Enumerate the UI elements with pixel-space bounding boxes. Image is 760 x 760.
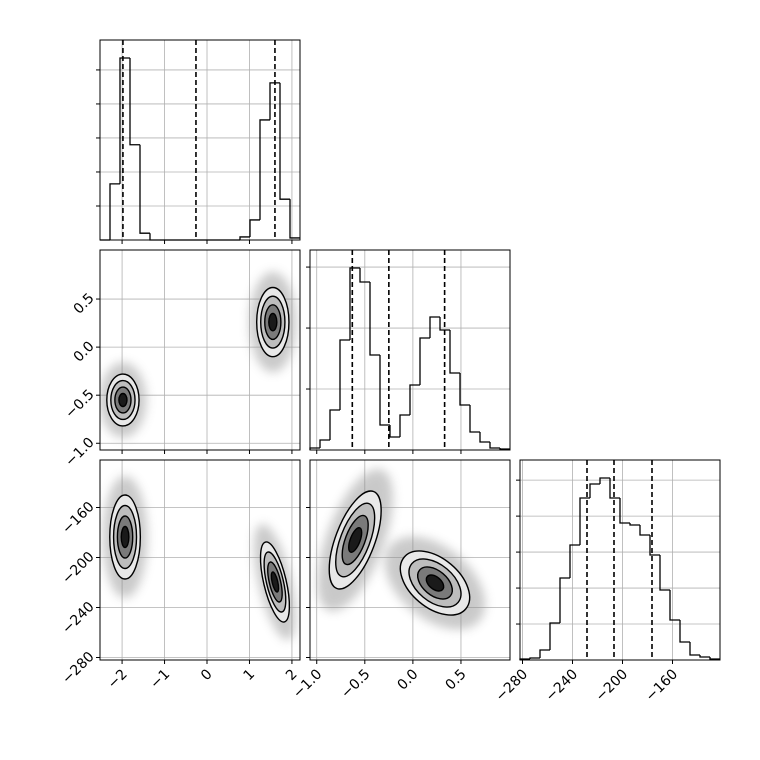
density-panel [100,271,297,438]
hist-step [349,267,360,340]
hist-step [389,425,400,438]
hist-step [289,199,300,239]
hist-step [369,282,380,356]
hist-step [609,477,620,499]
hist-step [709,656,720,660]
hist-step [619,497,630,524]
hist-step [459,372,470,406]
hist-step [149,233,160,241]
hist-step [549,622,560,650]
x-tick-label: 0.5 [443,666,470,693]
x-tick-label: 0.0 [394,666,421,693]
hist-step [319,439,330,448]
hist-step [669,590,680,621]
x-tick-label: 0 [198,666,216,684]
x-tick-label: −280 [493,666,532,705]
hist-step [689,642,700,656]
hist-step [109,183,120,240]
panel-frame [99,39,301,241]
x-tick-label: −0.5 [338,666,373,701]
hist-step [589,483,600,498]
density-contour [268,312,278,332]
x-tick-label: −200 [593,666,632,705]
density-contour [120,525,130,549]
hist-step [639,524,650,536]
hist-step [339,339,350,410]
hist-step [649,534,660,556]
hist-step [699,654,710,658]
hist-step [479,432,490,443]
hist-step [239,236,250,240]
hist-step [499,447,510,450]
hist-step [279,82,290,200]
hist-step [429,316,440,338]
hist-step [529,657,540,659]
panel-frame [519,459,721,661]
hist-step [269,82,280,120]
panel-frame [309,249,511,451]
density-contour [118,392,128,408]
x-tick-label: −240 [543,666,582,705]
hist-step [599,477,610,485]
density-panel [102,476,296,640]
hist-step [629,523,640,526]
hist-step [409,384,420,415]
y-tick-label: −200 [59,549,98,588]
y-tick-label: −160 [59,499,98,538]
hist-step [359,267,370,283]
density-panel [317,468,486,630]
hist-step [579,497,590,545]
hist-step [139,144,150,234]
panel-frame [99,459,301,661]
y-tick-label: −0.5 [62,387,97,422]
density-contour [348,527,363,553]
hist-step [489,442,500,449]
density-contour [425,574,445,592]
panel-frame [309,459,511,661]
x-tick-label: −1.0 [290,666,325,701]
hist-step [469,405,480,433]
hist-step [439,317,450,331]
y-tick-label: 0.5 [71,290,98,317]
y-tick-label: −1.0 [62,435,97,470]
hist-step [569,544,580,578]
x-tick-label: −1 [147,666,173,692]
hist-step [679,620,690,643]
hist-step [419,337,430,385]
x-tick-label: −160 [643,666,682,705]
hist-step [539,649,550,658]
y-tick-label: −280 [59,649,98,688]
hist-step [249,219,260,237]
hist-step [559,577,570,624]
y-tick-label: 0.0 [71,338,98,365]
hist-step [659,554,670,591]
hist-step [259,119,270,220]
hist-step [119,57,130,184]
x-tick-label: 1 [241,666,259,684]
y-tick-label: −240 [59,599,98,638]
hist-step [129,58,140,146]
hist-step [399,414,410,438]
density-contour [270,571,280,593]
hist-step [379,355,390,426]
panel-frame [99,249,301,451]
hist-step [329,409,340,440]
hist-step [449,330,460,374]
x-tick-label: −2 [105,666,131,692]
